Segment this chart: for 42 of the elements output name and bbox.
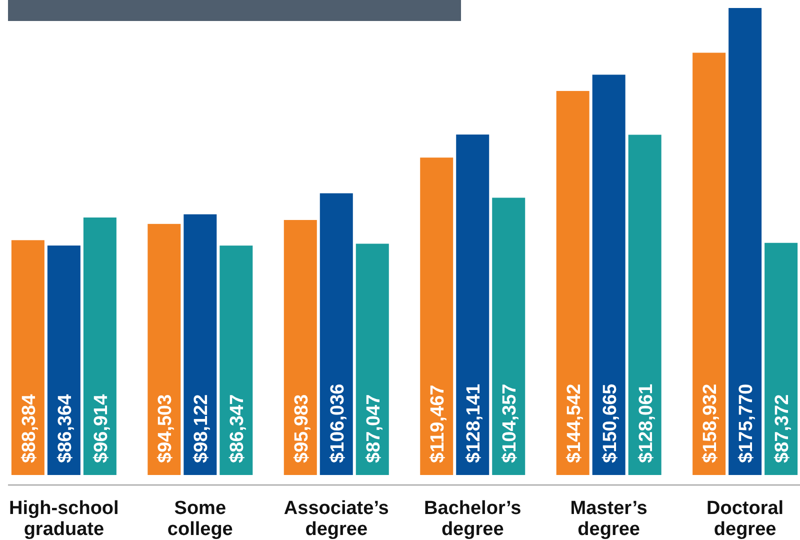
data-label: $88,384 <box>18 394 40 463</box>
bar <box>420 158 454 475</box>
data-label: $106,036 <box>327 384 348 463</box>
data-label: $94,503 <box>155 394 176 463</box>
x-tick-label: Some college <box>167 498 233 540</box>
bar <box>184 214 217 475</box>
bar <box>728 8 762 475</box>
bar <box>83 218 116 475</box>
bar <box>284 220 317 475</box>
data-label: $95,983 <box>291 394 312 463</box>
data-label: $86,347 <box>227 394 248 463</box>
bar <box>456 134 490 475</box>
data-label: $87,047 <box>363 394 384 463</box>
bar <box>628 134 662 475</box>
x-tick-label: High-school graduate <box>9 498 119 540</box>
bar <box>492 198 526 475</box>
x-tick-label: Bachelor’s degree <box>424 498 522 540</box>
bar <box>592 74 626 475</box>
bar <box>320 193 353 475</box>
bar <box>11 240 44 475</box>
bar <box>764 242 798 475</box>
data-label: $96,914 <box>90 394 112 463</box>
bar <box>220 246 253 475</box>
data-label: $87,372 <box>772 394 794 463</box>
data-label: $144,542 <box>564 384 585 463</box>
data-label: $158,932 <box>700 384 722 463</box>
bar <box>556 90 590 475</box>
data-label: $98,122 <box>191 394 212 463</box>
x-tick-label: Associate’s degree <box>284 498 389 540</box>
data-label: $119,467 <box>428 384 449 463</box>
bar <box>47 246 80 475</box>
bar <box>356 244 389 475</box>
data-label: $175,770 <box>736 384 758 463</box>
x-tick-label: Master’s degree <box>570 498 648 540</box>
data-label: $128,141 <box>464 383 485 463</box>
bar <box>692 52 726 475</box>
data-label: $150,665 <box>600 383 621 463</box>
x-tick-label: Doctoral degree <box>706 498 784 540</box>
data-label: $128,061 <box>636 383 657 463</box>
bar <box>148 224 181 475</box>
data-label: $104,357 <box>500 384 521 463</box>
data-label: $86,364 <box>54 394 76 463</box>
